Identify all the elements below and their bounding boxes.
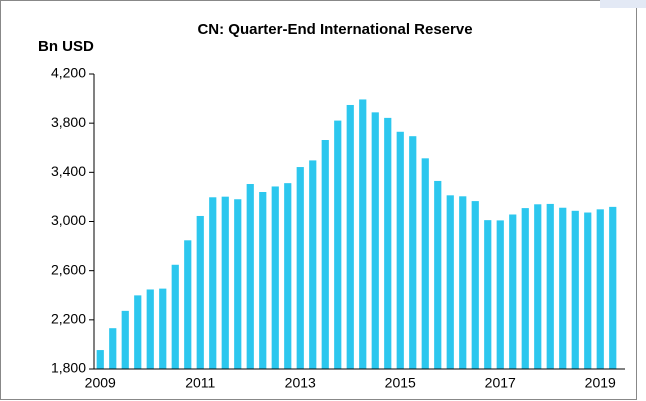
bar (471, 201, 479, 369)
bar (559, 207, 567, 369)
bar (96, 350, 104, 369)
bar (521, 208, 529, 369)
bar (321, 140, 329, 369)
bar (134, 295, 142, 369)
bar (271, 186, 279, 369)
y-tick-label: 2,600 (51, 261, 86, 277)
bar (484, 220, 492, 369)
y-tick-label: 1,800 (51, 360, 86, 376)
bar (596, 209, 604, 369)
bar (459, 196, 467, 369)
bar (209, 197, 217, 369)
y-tick-label: 3,400 (51, 163, 86, 179)
bar (234, 199, 242, 369)
x-tick-label: 2009 (85, 375, 116, 391)
bar (434, 180, 442, 369)
bar (571, 210, 579, 369)
y-tick-label: 4,200 (51, 65, 86, 81)
bar (584, 212, 592, 369)
bar (259, 192, 267, 369)
bar (309, 160, 317, 369)
x-tick-label: 2013 (285, 375, 316, 391)
bar (159, 288, 167, 369)
bar (446, 195, 454, 369)
bar (109, 328, 117, 369)
bar (609, 206, 617, 369)
corner (600, 0, 646, 8)
y-tick-label: 3,800 (51, 114, 86, 130)
bar (496, 220, 504, 369)
bar (334, 120, 342, 369)
bar (296, 167, 304, 369)
y-tick-label: 3,000 (51, 212, 86, 228)
bar (546, 203, 554, 369)
bar (146, 289, 154, 369)
x-tick-label: 2011 (185, 375, 215, 391)
bar (346, 104, 354, 369)
x-tick-label: 2019 (585, 375, 616, 391)
bar (359, 99, 367, 369)
bar (534, 204, 542, 369)
bar (196, 215, 204, 369)
x-tick-label: 2017 (485, 375, 516, 391)
bar (171, 264, 179, 369)
bar (221, 196, 229, 369)
bar (284, 183, 292, 369)
bar (121, 310, 129, 369)
bar (184, 240, 192, 369)
bar (384, 117, 392, 369)
bar (371, 112, 379, 369)
chart-title: CN: Quarter-End International Reserve (197, 21, 472, 38)
bar (396, 131, 404, 369)
y-axis-label: Bn USD (38, 38, 94, 55)
bar (409, 136, 417, 369)
bar (246, 184, 254, 369)
bar (421, 158, 429, 369)
y-tick-label: 2,200 (51, 311, 86, 327)
bar (509, 214, 517, 369)
x-tick-label: 2015 (385, 375, 416, 391)
